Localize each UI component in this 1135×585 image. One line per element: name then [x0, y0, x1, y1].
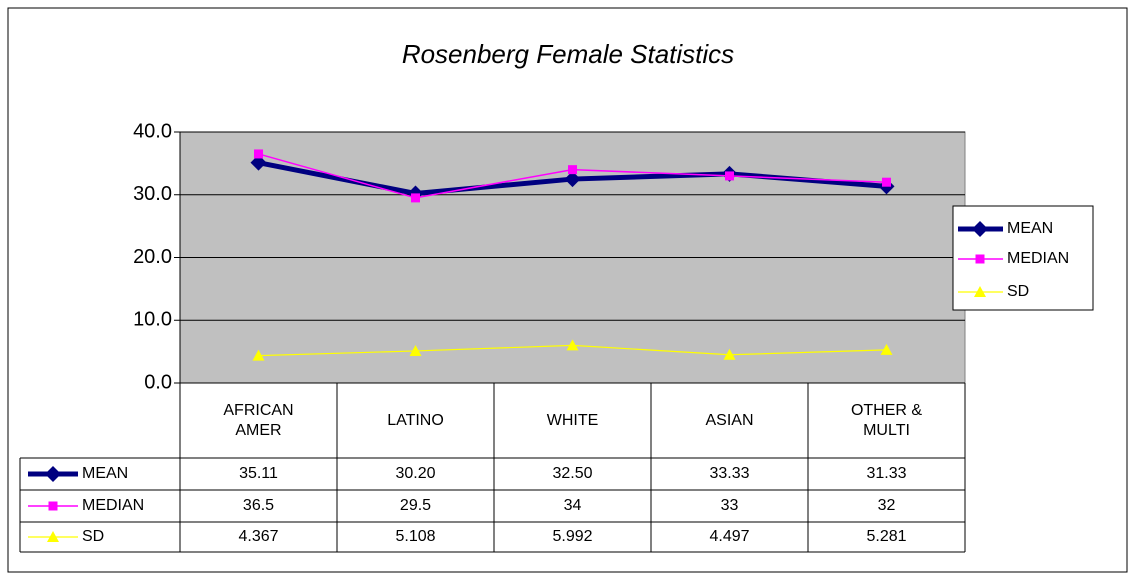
table-series-name: SD — [82, 528, 104, 545]
legend-label: MEDIAN — [1007, 250, 1069, 267]
x-tick-label-box: WHITE — [546, 411, 599, 429]
table-legend-marker — [47, 531, 59, 542]
table-value: 32.50 — [552, 465, 592, 482]
table-legend-marker — [48, 501, 58, 511]
marker — [250, 154, 267, 171]
marker — [882, 177, 891, 187]
marker — [254, 149, 263, 159]
x-tick-label: LATINO — [387, 411, 444, 429]
marker — [725, 171, 734, 181]
x-tick-label: ASIAN — [705, 411, 754, 429]
x-tick-label: OTHER & MULTI — [850, 401, 923, 439]
table-value: 5.108 — [395, 528, 435, 545]
table-series-name: MEAN — [82, 465, 128, 482]
x-tick-label-box: ASIAN — [705, 411, 754, 429]
legend-label: MEAN — [1007, 220, 1053, 237]
table-value: 34 — [564, 497, 582, 514]
marker — [564, 171, 581, 188]
table-value: 36.5 — [243, 497, 274, 514]
marker — [252, 349, 265, 361]
x-tick-label-box: AFRICAN AMER — [223, 401, 294, 439]
y-tick-label: 30.0 — [133, 183, 172, 205]
chart-title: Rosenberg Female Statistics — [402, 39, 734, 69]
x-tick-label-box: OTHER & MULTI — [850, 401, 923, 439]
marker — [880, 343, 893, 355]
table-value: 4.497 — [709, 528, 749, 545]
table-value: 5.992 — [552, 528, 592, 545]
table-value: 4.367 — [238, 528, 278, 545]
table-value: 5.281 — [866, 528, 906, 545]
marker — [411, 193, 420, 203]
table-value: 32 — [878, 497, 896, 514]
x-tick-label-box: LATINO — [387, 411, 444, 429]
table-value: 29.5 — [400, 497, 431, 514]
marker — [566, 339, 579, 351]
y-tick-label: 10.0 — [133, 309, 172, 331]
y-tick-label: 0.0 — [144, 371, 172, 393]
y-tick-label: 40.0 — [133, 120, 172, 142]
marker — [723, 348, 736, 360]
table-value: 33.33 — [709, 465, 749, 482]
y-tick-label: 20.0 — [133, 246, 172, 268]
legend-label: SD — [1007, 283, 1029, 300]
marker — [409, 344, 422, 356]
legend-marker — [972, 221, 988, 237]
table-legend-marker — [45, 466, 61, 482]
table-value: 33 — [721, 497, 739, 514]
table-series-name: MEDIAN — [82, 497, 144, 514]
x-tick-label: AFRICAN AMER — [223, 401, 294, 439]
table-value: 35.11 — [239, 465, 278, 482]
table-value: 30.20 — [395, 465, 435, 482]
legend-marker — [974, 286, 986, 297]
legend-marker — [975, 254, 985, 264]
table-value: 31.33 — [866, 465, 906, 482]
x-tick-label: WHITE — [546, 411, 599, 429]
marker — [568, 165, 577, 175]
